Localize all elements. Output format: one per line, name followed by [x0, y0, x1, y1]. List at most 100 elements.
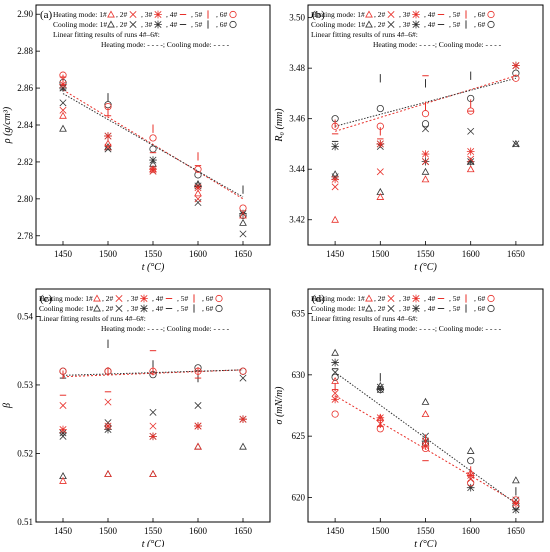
x-tick-label: 1450	[326, 526, 345, 536]
cooling-legend-marker-6	[215, 304, 223, 313]
heating-legend-marker-6	[487, 10, 495, 19]
cooling-point-x	[512, 140, 520, 148]
cooling-point-star	[376, 385, 385, 394]
cooling-legend-marker-6	[487, 20, 495, 29]
legend: Heating mode: 1# , 2# , 3# , 4# , 5# , 6# Cool…	[311, 294, 502, 333]
y-tick-label: 3.42	[289, 215, 305, 225]
cooling-legend-run-label: , 2#	[374, 20, 386, 29]
heating-point-x	[104, 143, 112, 151]
cooling-legend-marker-2	[387, 21, 395, 28]
cooling-point-tri	[512, 476, 520, 484]
cooling-legend-marker-1	[365, 20, 373, 28]
cooling-legend-run-label: , 3#	[399, 304, 411, 313]
cooling-legend-run-label: , 2#	[116, 20, 128, 29]
heating-point-circle	[59, 71, 67, 79]
heating-point-star	[104, 422, 112, 430]
heating-point-star	[59, 80, 67, 89]
heating-legend-marker-6	[487, 294, 495, 303]
cooling-point-x	[194, 199, 202, 207]
y-tick-label: 2.86	[17, 83, 33, 93]
x-tick-label: 1650	[234, 249, 253, 259]
heating-point-star	[149, 432, 157, 441]
panel-label: (b)	[312, 9, 325, 21]
cooling-legend-run-label: , 5#	[177, 304, 189, 313]
cooling-legend-run-label: , 6#	[474, 304, 486, 313]
cooling-legend-run-label: , 5#	[449, 304, 461, 313]
cooling-legend-marker-3	[154, 20, 162, 29]
cooling-point-circle	[376, 104, 384, 113]
panel-label: (d)	[312, 293, 325, 305]
cooling-point-x	[194, 402, 202, 409]
heating-point-star	[512, 499, 520, 508]
cooling-point-star	[149, 156, 157, 164]
cooling-point-tri	[512, 139, 520, 147]
heating-point-star	[421, 442, 430, 450]
y-tick-label: 3.44	[289, 164, 305, 174]
cooling-point-tri	[59, 472, 67, 480]
y-tick-label: 625	[292, 431, 306, 441]
x-tick-label: 1450	[54, 249, 73, 259]
heating-legend-run-label: , 2#	[116, 10, 128, 19]
cooling-legend-marker-6	[487, 304, 495, 313]
heating-legend-marker-6	[215, 294, 223, 303]
y-tick-label: 635	[292, 309, 306, 319]
heating-point-circle	[149, 134, 157, 142]
x-tick-label: 1500	[371, 249, 390, 259]
x-tick-label: 1550	[144, 526, 163, 536]
cooling-legend-marker-1	[93, 304, 101, 312]
heating-legend-run-label: , 3#	[141, 10, 153, 19]
cooling-legend-run-label: , 4#	[152, 304, 164, 313]
heating-point-x	[331, 389, 339, 397]
heating-point-circle	[149, 367, 157, 375]
heating-point-circle	[376, 122, 384, 130]
panel-label: (a)	[40, 9, 53, 21]
heating-legend-marker-1	[365, 10, 373, 18]
heating-point-tri	[331, 215, 339, 223]
heating-point-star	[149, 165, 157, 174]
cooling-legend-marker-3	[140, 304, 148, 313]
x-tick-label: 1500	[371, 526, 390, 536]
heating-point-star	[239, 415, 247, 424]
cooling-point-star	[331, 358, 339, 367]
heating-legend-run-label: , 6#	[202, 294, 214, 303]
cooling-point-circle	[104, 101, 112, 109]
cooling-point-x	[104, 145, 112, 153]
legend: Heating mode: 1# , 2# , 3# , 4# , 5# , 6# Cool…	[39, 294, 230, 333]
heating-point-star	[466, 147, 475, 156]
heating-point-circle	[331, 122, 339, 130]
heating-legend-run-label: , 5#	[191, 10, 203, 19]
cooling-legend-marker-1	[365, 304, 373, 312]
heating-legend-run-label: , 3#	[399, 10, 411, 19]
cooling-point-x	[149, 408, 157, 416]
cooling-point-x	[59, 99, 67, 107]
heating-legend-run-label: , 6#	[216, 10, 228, 19]
cooling-point-x	[467, 127, 475, 135]
heating-point-x	[104, 398, 112, 406]
heating-legend-marker-1	[107, 10, 115, 18]
legend-fit-title: Linear fitting results of runs 4#–6#:	[39, 314, 146, 323]
y-tick-label: 2.90	[17, 9, 33, 19]
x-axis-label: t (°C)	[142, 262, 165, 273]
heating-point-circle	[194, 165, 202, 173]
cooling-legend-marker-6	[229, 20, 237, 29]
heating-legend-marker-2	[387, 11, 395, 18]
x-axis-label: t (°C)	[142, 539, 165, 547]
y-tick-label: 0.52	[17, 448, 33, 458]
cooling-point-circle	[194, 171, 202, 179]
x-tick-label: 1550	[417, 249, 436, 259]
y-axis-label: σ (mN/m)	[274, 386, 285, 425]
heating-legend-run-label: , 2#	[102, 294, 114, 303]
x-tick-label: 1500	[99, 249, 118, 259]
heating-point-x	[59, 106, 67, 114]
cooling-legend-marker-3	[412, 20, 420, 29]
x-tick-label: 1500	[99, 526, 118, 536]
cooling-point-star	[239, 209, 247, 218]
legend: Heating mode: 1# , 2# , 3# , 4# , 5# , 6# Cool…	[53, 10, 237, 49]
heating-legend-run-label: , 2#	[374, 10, 386, 19]
cooling-legend-marker-2	[115, 305, 123, 312]
heating-point-circle	[376, 425, 384, 433]
cooling-point-circle	[376, 385, 384, 394]
heating-point-star	[194, 422, 202, 430]
heating-point-circle	[104, 102, 112, 111]
